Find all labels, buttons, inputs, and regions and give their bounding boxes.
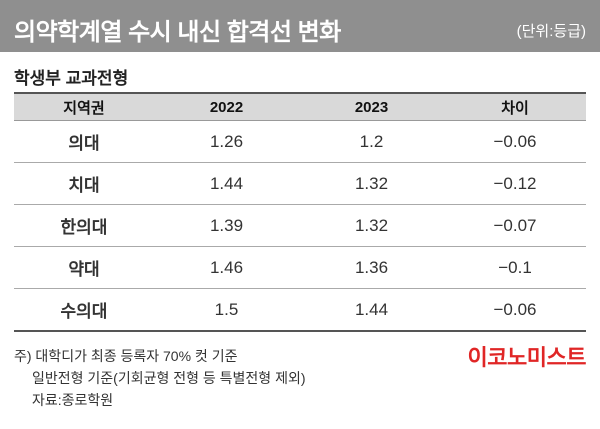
column-header-diff: 차이: [444, 92, 586, 121]
table-row: 의대 1.26 1.2 −0.06: [14, 120, 586, 163]
cell-2022: 1.44: [154, 162, 299, 205]
cell-region: 의대: [14, 120, 154, 163]
table-row: 치대 1.44 1.32 −0.12: [14, 162, 586, 205]
cell-2023: 1.36: [299, 246, 444, 289]
table-row: 약대 1.46 1.36 −0.1: [14, 246, 586, 289]
footnotes: 주) 대학디가 최종 등록자 70% 컷 기준 일반전형 기준(기회균형 전형 …: [14, 345, 306, 411]
cell-2023: 1.32: [299, 204, 444, 247]
table-header-row: 지역권 2022 2023 차이: [14, 92, 586, 121]
source-line: 자료:종로학원: [32, 392, 114, 408]
cell-2023: 1.32: [299, 162, 444, 205]
cell-diff: −0.06: [444, 288, 586, 332]
cell-diff: −0.12: [444, 162, 586, 205]
page-title: 의약학계열 수시 내신 합격선 변화: [14, 19, 341, 46]
table-subtitle: 학생부 교과전형: [14, 69, 129, 88]
cell-diff: −0.06: [444, 120, 586, 163]
header-bar: 의약학계열 수시 내신 합격선 변화 (단위:등급): [0, 0, 600, 52]
unit-label: (단위:등급): [516, 23, 586, 40]
cell-2022: 1.39: [154, 204, 299, 247]
data-table: 지역권 2022 2023 차이 의대 1.26 1.2 −0.06 치대 1.…: [14, 92, 586, 332]
cell-diff: −0.1: [444, 246, 586, 289]
footnote-line: 일반전형 기준(기회균형 전형 등 특별전형 제외): [32, 370, 306, 386]
cell-region: 수의대: [14, 288, 154, 332]
footnote-line: 주) 대학디가 최종 등록자 70% 컷 기준: [14, 348, 238, 364]
cell-2023: 1.44: [299, 288, 444, 332]
cell-2022: 1.46: [154, 246, 299, 289]
publisher-logo: 이코노미스트: [467, 345, 587, 370]
cell-region: 한의대: [14, 204, 154, 247]
cell-2023: 1.2: [299, 120, 444, 163]
table-row: 수의대 1.5 1.44 −0.06: [14, 288, 586, 332]
cell-2022: 1.5: [154, 288, 299, 332]
column-header-2022: 2022: [154, 92, 299, 121]
cell-diff: −0.07: [444, 204, 586, 247]
cell-region: 약대: [14, 246, 154, 289]
column-header-2023: 2023: [299, 92, 444, 121]
cell-region: 치대: [14, 162, 154, 205]
cell-2022: 1.26: [154, 120, 299, 163]
table-row: 한의대 1.39 1.32 −0.07: [14, 204, 586, 247]
column-header-region: 지역권: [14, 92, 154, 121]
